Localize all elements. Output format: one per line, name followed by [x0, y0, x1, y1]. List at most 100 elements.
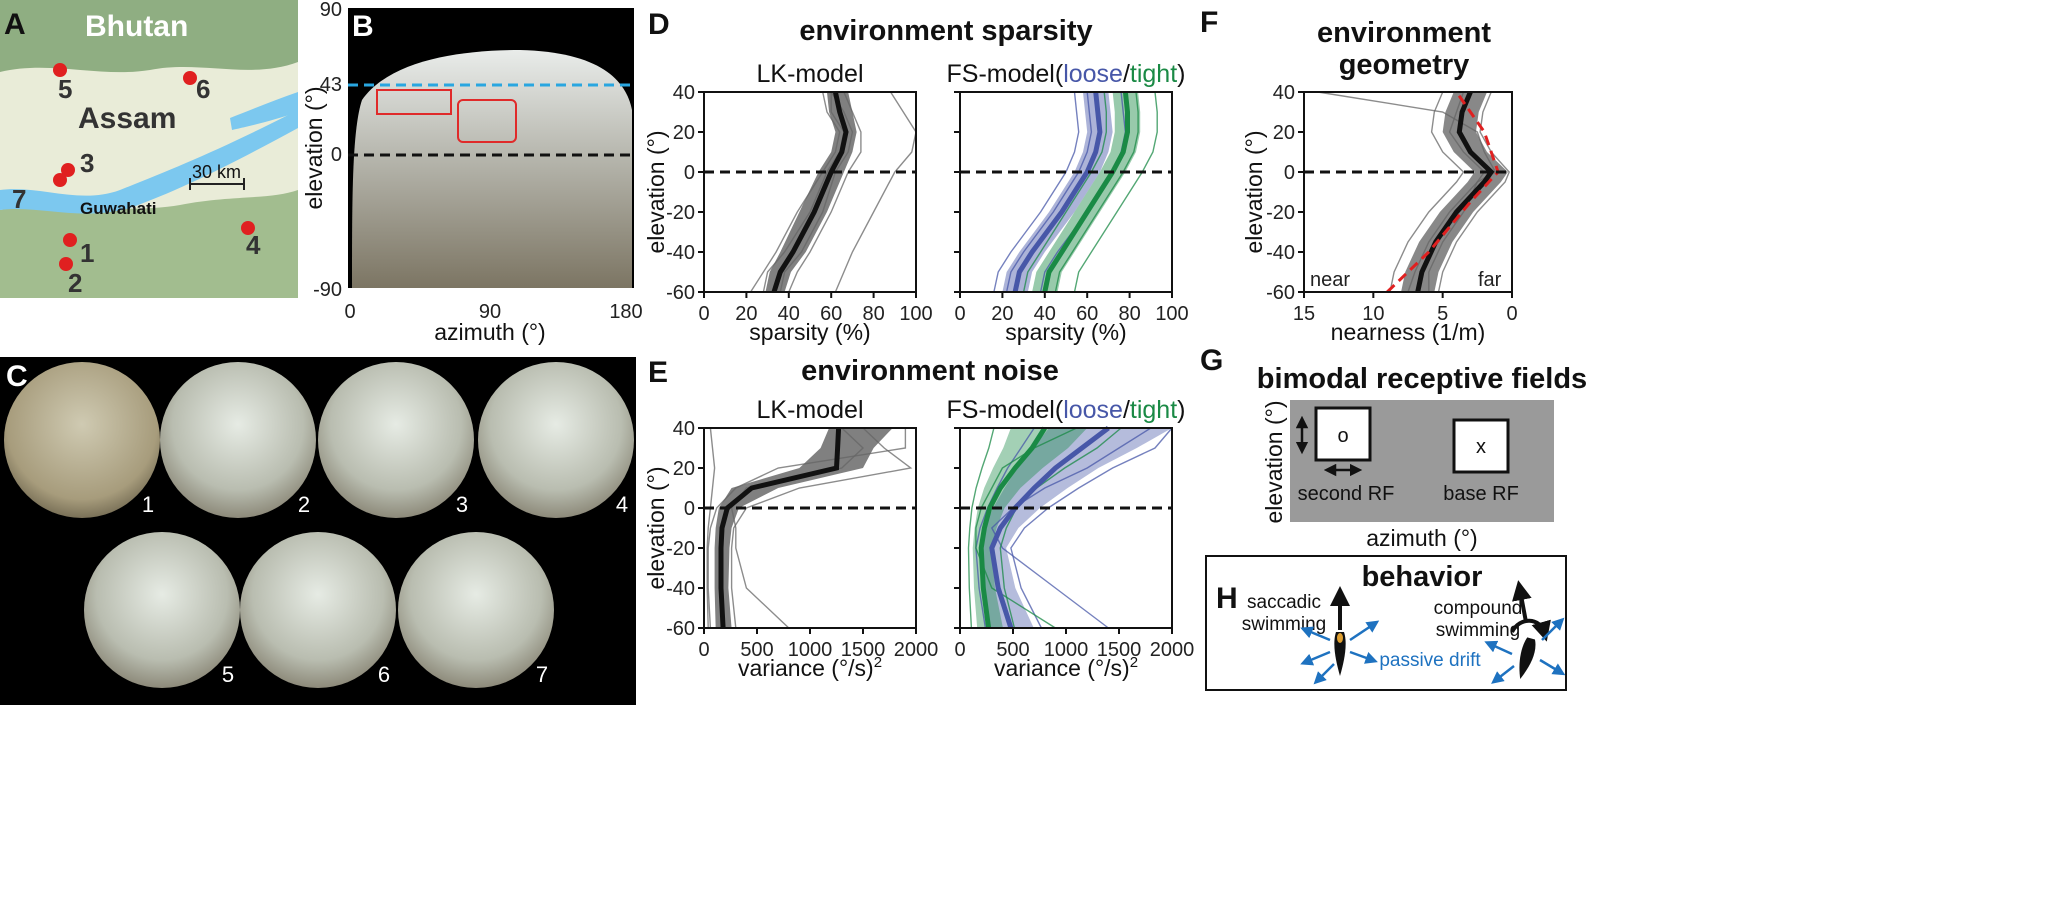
- mean-line: [771, 91, 849, 293]
- x-tick-label: 1500: [841, 639, 886, 661]
- plot-frame: [703, 91, 917, 293]
- site-dot-1: [63, 233, 77, 247]
- mean-line: [1415, 91, 1495, 293]
- y-tick-label: 40: [1273, 82, 1295, 104]
- panel-label-a: A: [4, 8, 26, 41]
- sampling-sites: 12 3 4 5 6 7: [12, 63, 261, 298]
- individual-trace: [762, 92, 845, 293]
- sem-band: [714, 428, 893, 628]
- y-tick-label: 0: [684, 162, 695, 184]
- loose-band: [979, 428, 1172, 628]
- drift-arrow: [1491, 665, 1515, 684]
- e-left-xlabel: variance (°/s)2: [738, 654, 882, 681]
- x-tick-label: 5: [1437, 303, 1448, 325]
- y-tick-label: -20: [666, 538, 695, 560]
- x-tick-label: 0: [698, 639, 709, 661]
- site-dot-5: [53, 63, 67, 77]
- fisheye-label-2: 2: [298, 492, 310, 517]
- individual-trace: [730, 427, 913, 629]
- second-rf-box: [1314, 406, 1372, 462]
- site-dot-7: [53, 173, 67, 187]
- receptive-field-box: [376, 89, 452, 115]
- panel-h: H behavior saccadic swimming compound sw…: [1205, 555, 1567, 691]
- x-tick-label: 40: [778, 303, 800, 325]
- panel-b: 90 43 0 -90 0 90 180 azimuth (°) elevati…: [301, 0, 643, 345]
- fisheye-label-4: 4: [616, 492, 628, 517]
- plot-frame: [959, 91, 1173, 293]
- fisheye-label-5: 5: [222, 662, 234, 687]
- x-tick-label: 20: [991, 303, 1013, 325]
- f-near-label: near: [1310, 269, 1350, 291]
- drift-arrow: [1349, 650, 1378, 664]
- sem-band: [1401, 92, 1508, 292]
- drift-arrow: [1541, 617, 1565, 641]
- b-ylabel: elevation (°): [301, 87, 327, 210]
- x-tick-label: 20: [735, 303, 757, 325]
- second-rf-label: second RF: [1298, 483, 1395, 505]
- map-hills-south: [0, 190, 298, 298]
- second-rf-mark: o: [1337, 425, 1348, 447]
- individual-trace: [1389, 91, 1465, 293]
- y-tick-label: 40: [673, 418, 695, 440]
- sem-band: [765, 92, 857, 292]
- saccadic-label-1: saccadic: [1247, 592, 1321, 613]
- b-xtick: 180: [609, 301, 642, 323]
- d-ylabel: elevation (°): [643, 131, 669, 254]
- f-far-label: far: [1478, 269, 1502, 291]
- x-tick-label: 10: [1362, 303, 1384, 325]
- loose-mean-line: [1012, 91, 1103, 293]
- tight-band: [972, 428, 1088, 628]
- site-label-6: 6: [196, 74, 210, 104]
- y-tick-label: -40: [666, 242, 695, 264]
- site-dot-6: [183, 71, 197, 85]
- y-tick-label: -20: [666, 202, 695, 224]
- panel-label-d: D: [648, 8, 670, 41]
- tight-trace: [967, 427, 995, 629]
- b-xlabel: azimuth (°): [434, 319, 545, 345]
- fisheye-image-6: [240, 532, 396, 688]
- b-ytick: -90: [313, 279, 342, 301]
- x-tick-label: 2000: [1150, 639, 1195, 661]
- map-hills-north: [0, 0, 298, 73]
- e-title: environment noise: [801, 355, 1059, 387]
- panel-label-c: C: [6, 360, 28, 393]
- panel-a: Bhutan Assam Guwahati 30 km 12 3 4 5 6 7 A: [0, 0, 298, 298]
- brahmaputra-river: [0, 110, 298, 214]
- compound-label-1: compound: [1434, 598, 1523, 619]
- base-rf-box: [1452, 418, 1510, 474]
- fisheye-image-3: [318, 362, 474, 518]
- individual-trace: [730, 427, 865, 629]
- fisheye-label-7: 7: [536, 662, 548, 687]
- passive-drift-label: passive drift: [1379, 650, 1481, 671]
- b-xtick: 90: [479, 301, 501, 323]
- x-tick-label: 1500: [1097, 639, 1142, 661]
- base-rf-mark: x: [1476, 436, 1486, 458]
- panel-g: G bimodal receptive fields o x second RF…: [1200, 344, 1587, 551]
- fisheye-images: 1 2 3 4 5 6 7: [4, 362, 634, 688]
- x-tick-label: 60: [820, 303, 842, 325]
- drift-arrow: [1300, 650, 1331, 666]
- panel-c: 1 2 3 4 5 6 7 C: [0, 357, 636, 705]
- x-tick-label: 60: [1076, 303, 1098, 325]
- behavior-box: [1205, 555, 1567, 691]
- panel-label-h: H: [1216, 582, 1238, 615]
- site-label-5: 5: [58, 74, 72, 104]
- f-title-line1: environment: [1317, 17, 1491, 49]
- tight-band: [1032, 92, 1141, 292]
- y-tick-label: -60: [1266, 282, 1295, 304]
- individual-trace: [1428, 91, 1486, 292]
- x-tick-label: 0: [954, 639, 965, 661]
- loose-band: [1002, 92, 1113, 292]
- fisheye-image-2: [160, 362, 316, 518]
- x-tick-label: 1000: [788, 639, 833, 661]
- individual-trace: [707, 428, 907, 629]
- fisheye-image-1: [4, 362, 160, 518]
- e-left-subtitle: LK-model: [757, 396, 864, 424]
- fit-line: [1386, 91, 1500, 294]
- drift-arrow: [1539, 658, 1566, 676]
- x-tick-label: 100: [899, 303, 932, 325]
- individual-trace: [834, 91, 917, 293]
- drift-arrow: [1349, 620, 1380, 642]
